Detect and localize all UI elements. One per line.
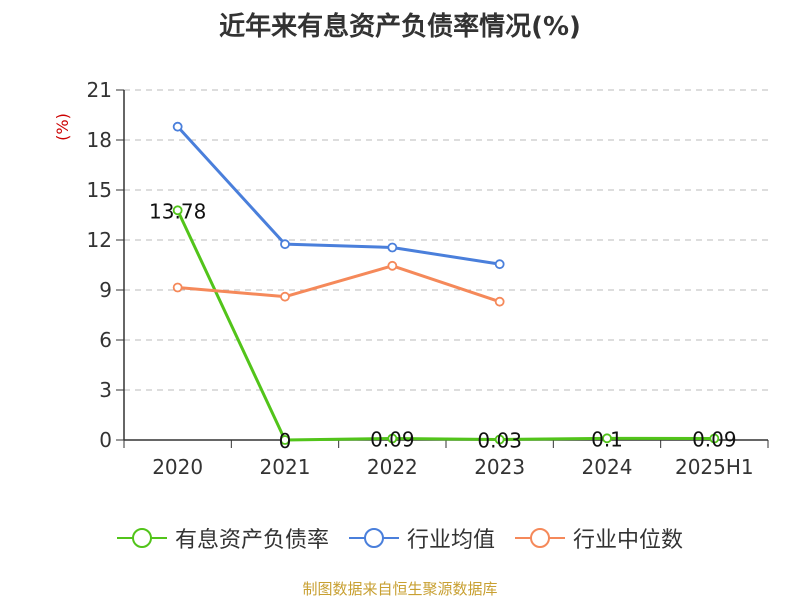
series-line-industry-median [177, 264, 501, 304]
x-tick-label: 2024 [582, 455, 633, 479]
data-point-industry-avg [494, 259, 505, 270]
x-tick-label: 2021 [260, 455, 311, 479]
data-labels: 13.78 0 0.09 0.03 0.1 0.09 [149, 199, 737, 453]
legend-marker-icon [348, 528, 399, 548]
data-point-debt-ratio [602, 433, 612, 444]
grid-lines [124, 89, 768, 391]
data-point-debt-ratio [709, 433, 720, 444]
legend-item-debt-ratio[interactable]: 有息资产负债率 [116, 522, 329, 554]
data-point-debt-ratio [387, 433, 398, 444]
y-tick-label: 18 [87, 128, 112, 152]
data-point-industry-median [387, 260, 398, 271]
x-tick-label: 2022 [367, 455, 418, 479]
data-label: 0.09 [370, 428, 415, 452]
data-point-debt-ratio [280, 435, 290, 445]
y-tick-label: 15 [87, 178, 112, 202]
y-tick-label: 3 [99, 378, 112, 402]
series-lines [172, 121, 720, 445]
legend-item-industry-median[interactable]: 行业中位数 [515, 522, 683, 554]
legend-marker-icon [515, 528, 565, 548]
data-point-industry-avg [280, 239, 290, 250]
legend-item-industry-avg[interactable]: 行业均值 [348, 522, 495, 554]
source-note: 制图数据来自恒生聚源数据库 [302, 580, 498, 598]
y-tick-label: 21 [87, 78, 112, 102]
data-point-industry-avg [387, 242, 398, 253]
data-label: 13.78 [149, 199, 206, 223]
y-tick-label: 12 [87, 228, 112, 252]
data-point-industry-median [280, 291, 290, 302]
chart-title: 近年来有息资产负债率情况(%) [219, 12, 581, 42]
x-tick-label: 2023 [474, 455, 525, 479]
data-label: 0.03 [477, 429, 522, 453]
y-axis-label: (%) [53, 113, 72, 141]
legend-label: 有息资产负债率 [174, 528, 329, 553]
legend-label: 行业中位数 [573, 528, 684, 553]
data-point-industry-avg [172, 121, 183, 132]
data-point-industry-median [494, 296, 505, 307]
x-tick-label: 2020 [152, 455, 203, 479]
axes: 0 3 6 9 12 15 18 21 (%) 2020 2021 2022 2023 2024 2025H… [53, 78, 769, 479]
y-tick-label: 9 [99, 278, 112, 302]
y-tick-label: 0 [99, 428, 112, 452]
data-label: 0 [279, 429, 292, 453]
series-line-industry-avg [176, 125, 500, 266]
series-line-debt-ratio [176, 209, 715, 442]
legend: 有息资产负债率 行业均值 行业中位数 [0, 520, 800, 556]
data-point-industry-median [172, 282, 183, 293]
legend-label: 行业均值 [406, 528, 495, 553]
data-label: 0.09 [692, 428, 737, 452]
data-label: 0.1 [591, 427, 623, 451]
data-point-debt-ratio [172, 205, 183, 216]
y-tick-label: 6 [99, 328, 112, 352]
line-chart: 0 3 6 9 12 15 18 21 (%) 2020 2021 2022 2023 2024 2025H… [53, 78, 769, 479]
legend-marker-icon [116, 528, 167, 548]
x-tick-label: 2025H1 [675, 455, 754, 479]
data-point-debt-ratio [494, 434, 505, 445]
